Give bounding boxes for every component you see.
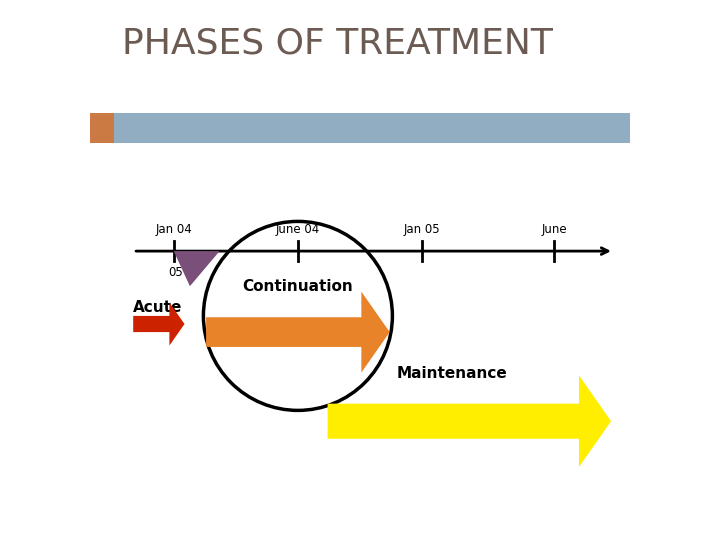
Bar — [90, 113, 630, 143]
Text: Jan 05: Jan 05 — [404, 223, 441, 236]
Text: June 04: June 04 — [276, 223, 320, 236]
Polygon shape — [133, 302, 184, 346]
Polygon shape — [174, 251, 220, 286]
Text: Acute: Acute — [133, 300, 183, 315]
Bar — [90, 113, 114, 143]
Text: Continuation: Continuation — [243, 279, 354, 294]
Text: Maintenance: Maintenance — [397, 366, 507, 381]
Text: June: June — [541, 223, 567, 236]
Text: 05: 05 — [168, 266, 183, 279]
Polygon shape — [328, 375, 611, 467]
Polygon shape — [206, 292, 390, 373]
Text: PHASES OF TREATMENT: PHASES OF TREATMENT — [122, 27, 553, 61]
Text: Jan 04: Jan 04 — [156, 223, 192, 236]
